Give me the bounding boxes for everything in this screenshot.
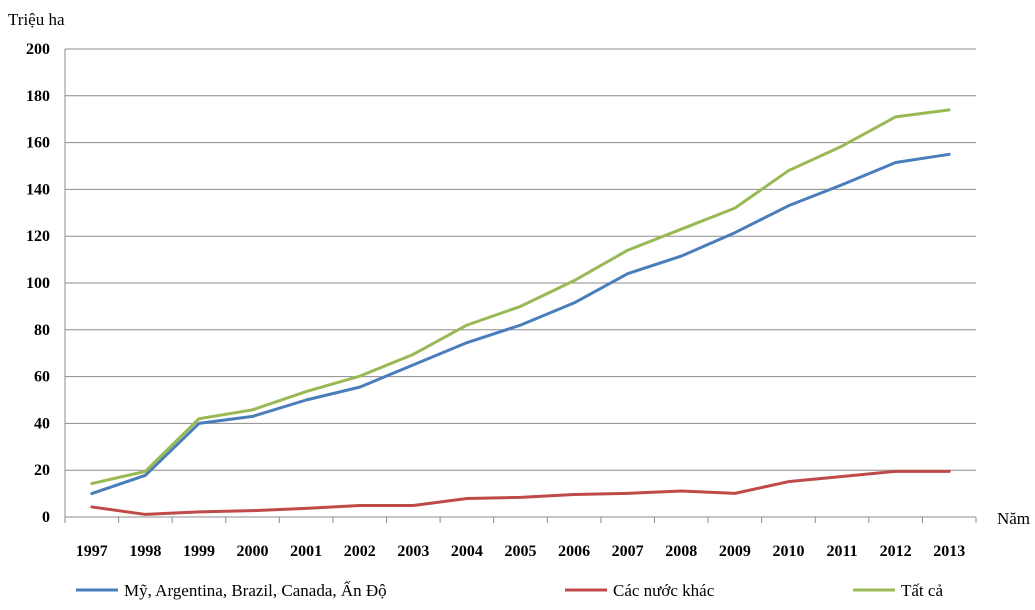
legend-label: Mỹ, Argentina, Brazil, Canada, Ấn Độ (124, 581, 387, 600)
y-tick-label: 120 (26, 228, 50, 245)
series-lines (90, 108, 951, 516)
x-tick-label: 2010 (772, 543, 804, 560)
x-axis-title: Năm (997, 509, 1030, 528)
x-tick-label: 2000 (237, 543, 269, 560)
x-tick-label: 2002 (344, 543, 376, 560)
x-tick-label: 2001 (290, 543, 322, 560)
x-tick-label: 2003 (397, 543, 429, 560)
series-line-2 (90, 108, 951, 486)
x-tick-label: 2013 (933, 543, 965, 560)
legend-label: Các nước khác (613, 581, 715, 600)
x-tick-label: 2005 (505, 543, 537, 560)
y-tick-labels: 0 20 40 60 80 100 120 140 160 180 200 (26, 41, 50, 526)
x-tick-label: 2012 (880, 543, 912, 560)
x-tick-labels: 1997 1998 1999 2000 2001 2002 2003 2004 2005 2006… (64, 517, 977, 560)
x-tick-label: 2009 (719, 543, 751, 560)
x-tick-label: 2007 (612, 543, 644, 560)
y-tick-label: 140 (26, 181, 50, 198)
series-line-1 (90, 469, 951, 516)
gridlines (64, 48, 976, 518)
y-tick-label: 160 (26, 135, 50, 152)
legend: Mỹ, Argentina, Brazil, Canada, Ấn Độ Các … (76, 581, 943, 600)
y-tick-label: 20 (34, 462, 50, 479)
y-tick-label: 0 (42, 509, 50, 526)
legend-label: Tất cả (901, 581, 943, 600)
y-tick-label: 40 (34, 415, 50, 432)
series-line-0 (90, 152, 951, 496)
y-axis-title: Triệu ha (8, 10, 65, 29)
x-tick-label: 2004 (451, 543, 483, 560)
x-tick-label: 1999 (183, 543, 215, 560)
x-tick-label: 1997 (76, 543, 108, 560)
x-tick-label: 2011 (826, 543, 857, 560)
x-tick-label: 2008 (665, 543, 697, 560)
y-tick-label: 80 (34, 322, 50, 339)
y-tick-label: 200 (26, 41, 50, 58)
x-tick-label: 2006 (558, 543, 590, 560)
y-tick-label: 180 (26, 88, 50, 105)
x-tick-label: 1998 (129, 543, 161, 560)
y-tick-label: 60 (34, 369, 50, 386)
y-tick-label: 100 (26, 275, 50, 292)
